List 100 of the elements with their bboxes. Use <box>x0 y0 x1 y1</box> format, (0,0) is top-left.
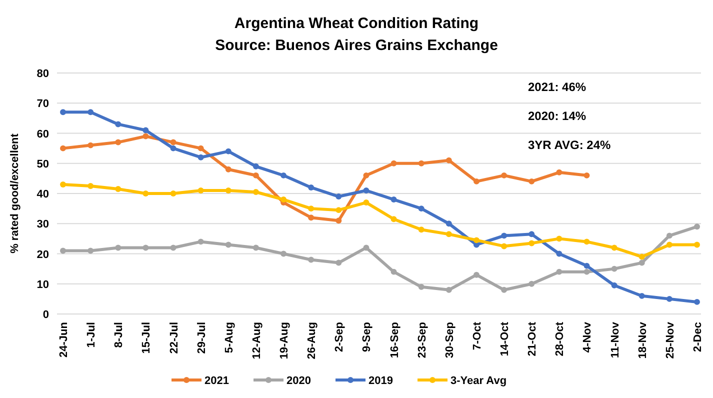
point <box>308 256 314 263</box>
point <box>556 250 562 257</box>
point <box>446 286 452 293</box>
point <box>225 242 232 248</box>
point <box>142 133 149 140</box>
point <box>556 169 562 176</box>
point <box>363 172 370 178</box>
point <box>501 243 508 250</box>
point <box>336 194 342 200</box>
point <box>142 244 149 251</box>
point <box>88 248 94 254</box>
point <box>584 268 590 275</box>
point <box>115 186 122 192</box>
point <box>694 224 700 230</box>
y-axis-title: % rated good/excellent <box>9 133 21 254</box>
point <box>363 188 370 194</box>
point <box>556 268 562 275</box>
x-tick-label: 1-Jul <box>86 322 98 348</box>
point <box>115 121 122 128</box>
point <box>170 190 176 196</box>
point <box>142 190 149 196</box>
point <box>556 236 562 242</box>
point <box>198 154 204 160</box>
x-tick-label: 16-Sep <box>388 322 401 358</box>
point <box>280 196 287 203</box>
point <box>611 266 618 272</box>
x-tick-label: 14-Oct <box>499 322 512 356</box>
point <box>60 181 66 188</box>
annotation: 3YR AVG: 24% <box>528 138 612 152</box>
x-tick-label: 28-Oct <box>554 322 566 356</box>
point <box>363 200 370 206</box>
point <box>473 272 480 278</box>
point <box>390 196 397 203</box>
point <box>88 109 94 116</box>
x-tick-label: 26-Aug <box>306 322 318 360</box>
point <box>280 250 287 257</box>
point <box>418 206 424 212</box>
point <box>611 244 618 251</box>
x-tick-label: 21-Oct <box>526 322 539 356</box>
point <box>694 298 700 305</box>
point <box>252 163 259 170</box>
x-tick-label: 22-Jul <box>168 322 180 354</box>
point <box>390 268 397 275</box>
x-tick-label: 29-Jul <box>196 322 208 354</box>
point <box>446 231 452 238</box>
point <box>198 145 204 152</box>
y-tick-label: 40 <box>36 188 49 200</box>
point <box>60 109 66 116</box>
point <box>252 189 259 195</box>
point <box>473 237 480 244</box>
annotation: 2020: 14% <box>528 109 586 123</box>
point <box>501 172 508 178</box>
point <box>473 178 480 184</box>
point <box>501 232 508 239</box>
point <box>142 127 149 134</box>
point <box>115 139 122 146</box>
x-tick-label: 12-Aug <box>250 322 263 360</box>
point <box>60 145 66 152</box>
x-tick-label: 8-Jul <box>113 322 126 348</box>
point <box>611 282 618 288</box>
point <box>252 244 259 251</box>
point <box>418 160 424 166</box>
point <box>88 182 94 189</box>
x-tick-label: 5-Aug <box>223 322 236 354</box>
point <box>336 218 342 224</box>
point <box>501 286 508 293</box>
annotation: 2021: 46% <box>528 80 586 94</box>
point <box>225 188 232 194</box>
point <box>666 296 672 302</box>
point <box>584 238 590 245</box>
chart-title: Argentina Wheat Condition Rating <box>234 15 479 32</box>
point <box>308 184 314 190</box>
point <box>694 242 700 248</box>
point <box>584 172 590 178</box>
chart-subtitle: Source: Buenos Aires Grains Exchange <box>215 37 498 54</box>
point <box>170 244 176 251</box>
point <box>638 254 645 260</box>
y-tick-label: 30 <box>36 218 49 231</box>
point <box>225 148 232 154</box>
point <box>198 188 204 194</box>
y-tick-label: 60 <box>36 128 49 140</box>
point <box>418 284 424 290</box>
legend-label: 2019 <box>368 375 393 387</box>
y-tick-label: 0 <box>42 309 49 321</box>
point <box>446 157 452 164</box>
legend-label: 2021 <box>204 375 229 387</box>
point <box>115 244 122 251</box>
x-tick-label: 15-Jul <box>140 322 153 354</box>
x-tick-label: 7-Oct <box>471 322 484 350</box>
x-tick-label: 2-Dec <box>692 322 704 352</box>
point <box>638 292 645 299</box>
point <box>390 160 397 166</box>
point <box>638 260 645 266</box>
point <box>390 216 397 222</box>
point <box>252 172 259 178</box>
legend-label: 2020 <box>286 375 311 387</box>
x-tick-label: 24-Jun <box>58 322 70 358</box>
point <box>528 240 535 246</box>
point <box>336 260 342 266</box>
point <box>88 142 94 148</box>
